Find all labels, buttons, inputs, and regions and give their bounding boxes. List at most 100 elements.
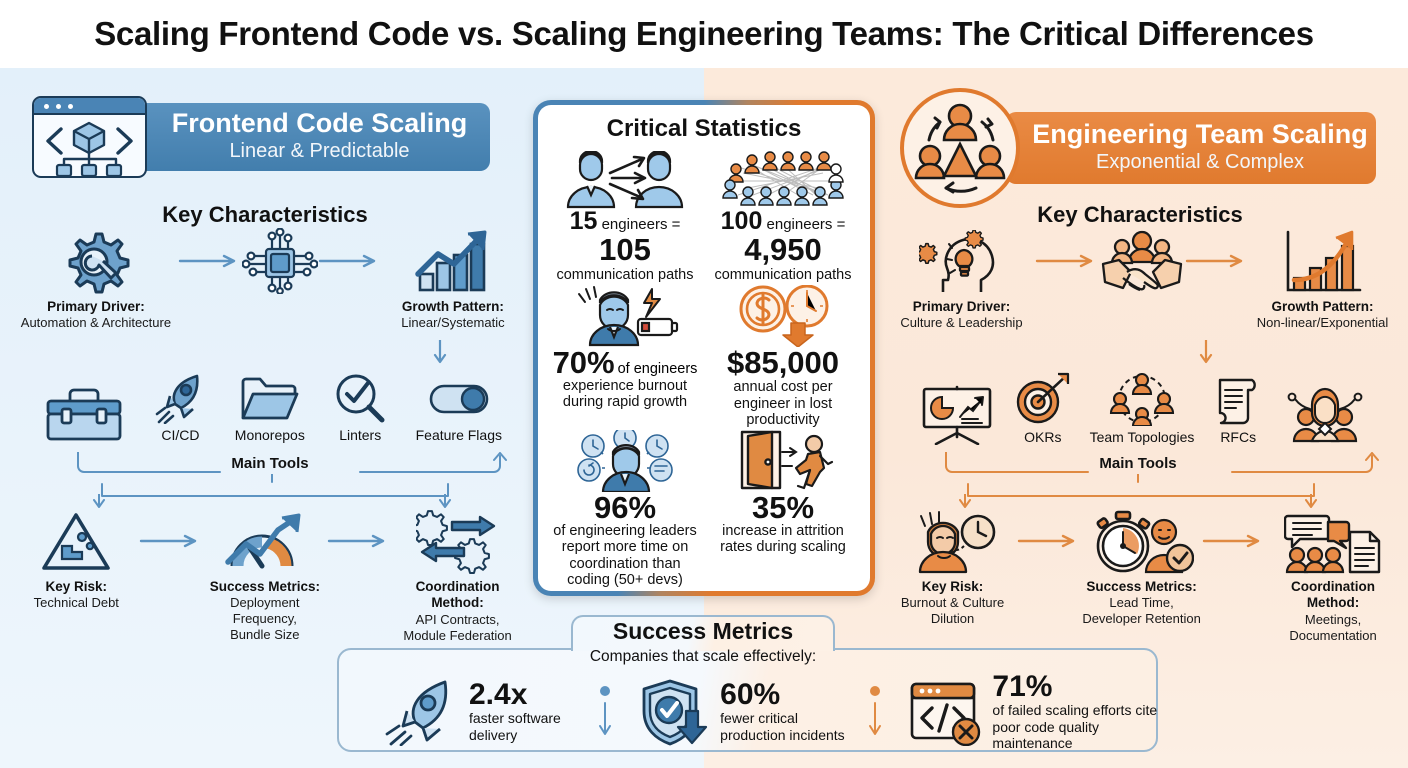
magnifier-check-icon — [332, 372, 388, 424]
right-tool-rfcs: RFCs — [1212, 372, 1264, 445]
rocket-icon — [383, 678, 461, 746]
left-connector-down — [433, 340, 447, 364]
left-panel-header: Frontend Code Scaling Linear & Predictab… — [32, 96, 490, 178]
left-tool-label: Linters — [339, 427, 382, 443]
left-tools-row: CI/CD Monorepos Linters — [42, 372, 502, 443]
left-tool-monorepos: Monorepos — [235, 372, 305, 443]
handshake-team-icon — [1097, 228, 1187, 294]
toolbox-icon — [42, 383, 126, 443]
left-panel-subtitle: Linear & Predictable — [229, 139, 410, 162]
success-metric-separator-blue — [598, 683, 612, 741]
bar-chart-arrow-icon — [410, 228, 496, 294]
stat-head-text: engineers = — [601, 216, 681, 233]
right-outcome-success-metrics: Success Metrics: Lead Time, Developer Re… — [1081, 508, 1202, 627]
warning-triangle-icon — [40, 508, 112, 574]
left-tool-toolbox — [42, 383, 126, 443]
head-lightbulb-gears-icon — [918, 228, 1005, 294]
right-outcome-value: Lead Time, Developer Retention — [1082, 595, 1201, 627]
success-metric-separator-orange — [868, 683, 882, 741]
left-key-characteristics-heading: Key Characteristics — [162, 202, 368, 227]
stat-item: 15 engineers = 105 communication paths — [546, 147, 704, 285]
right-characteristic-value: Culture & Leadership — [900, 315, 1023, 331]
left-outcome-connector — [101, 474, 449, 497]
stat-inline-block: 70% of engineers — [553, 347, 698, 378]
right-panel-title: Engineering Team Scaling — [1032, 119, 1368, 150]
target-dart-icon — [1014, 372, 1072, 426]
arrow-right-icon — [318, 228, 382, 294]
critical-statistics-title: Critical Statistics — [606, 115, 802, 142]
stat-description: of engineering leaders report more time … — [553, 523, 697, 588]
right-characteristic-middle — [1099, 228, 1185, 294]
left-tool-label: CI/CD — [161, 427, 200, 443]
success-metric-number: 2.4x — [469, 678, 528, 712]
left-tool-feature-flags[interactable]: Feature Flags — [416, 374, 502, 443]
exit-door-icon — [728, 430, 838, 492]
left-outcome-value: Deployment Frequency, Bundle Size — [230, 595, 300, 642]
left-characteristic-growth-pattern: Growth Pattern: Linear/Systematic — [382, 228, 524, 331]
stat-item: 35% increase in attrition rates during s… — [704, 430, 862, 590]
right-outcome-label: Coordination Method: — [1291, 579, 1376, 611]
right-characteristic-growth-pattern: Growth Pattern: Non-linear/Exponential — [1249, 228, 1396, 331]
stat-big-number: 35% — [751, 490, 815, 526]
stat-item: 70% of engineers experience burnout duri… — [546, 285, 704, 430]
right-arrow-down-icon — [959, 494, 971, 508]
many-people-network-icon — [708, 147, 858, 209]
right-tool-okrs: OKRs — [1014, 372, 1072, 445]
gear-wrench-icon — [58, 228, 134, 294]
stat-head-number: 15 — [569, 207, 598, 235]
right-outcome-coordination-method: Coordination Method: Meetings, Documenta… — [1266, 508, 1400, 643]
meeting-overload-icon — [563, 430, 687, 493]
stat-item: 100 engineers = 4,950 communication path… — [704, 147, 862, 285]
success-metrics-title: Success Metrics — [612, 618, 794, 644]
stat-inline-text: of engineers — [617, 360, 698, 377]
stopwatch-person-icon — [1090, 508, 1194, 574]
left-tool-cicd: CI/CD — [153, 372, 207, 443]
left-characteristic-primary-driver: Primary Driver: Automation & Architectur… — [14, 228, 178, 331]
page-title: Scaling Frontend Code vs. Scaling Engine… — [94, 15, 1314, 52]
success-metric-number: 71% — [992, 670, 1053, 704]
left-tool-label: Feature Flags — [415, 427, 502, 443]
right-outcome-key-risk: Key Risk: Burnout & Culture Dilution — [888, 508, 1017, 627]
right-tool-leader — [1282, 383, 1368, 445]
left-characteristic-middle — [241, 228, 318, 294]
speedometer-chart-icon — [216, 508, 314, 574]
two-people-arrows-icon — [560, 147, 690, 209]
left-panel-title: Frontend Code Scaling — [171, 108, 468, 139]
left-characteristic-label: Primary Driver: — [47, 299, 145, 314]
right-characteristics-row: Primary Driver: Culture & Leadership — [888, 228, 1396, 331]
presentation-board-icon — [918, 383, 996, 445]
right-main-tools-bracket — [945, 452, 1379, 473]
stat-item: $85,000 annual cost per engineer in lost… — [704, 284, 862, 430]
left-characteristic-label: Growth Pattern: — [401, 299, 504, 314]
left-outcomes-row: Key Risk: Technical Debt Success Metrics… — [14, 508, 524, 643]
right-panel-header: Engineering Team Scaling Exponential & C… — [900, 88, 1376, 208]
success-metric-item: 71% of failed scaling efforts cite poor … — [908, 672, 1158, 752]
stat-description: experience burnout during rapid growth — [562, 377, 688, 411]
right-outcome-label: Key Risk: — [921, 579, 984, 594]
right-tool-label: OKRs — [1024, 429, 1062, 445]
stat-big-number: 4,950 — [744, 232, 822, 267]
arrow-right-icon — [1202, 508, 1266, 574]
document-scroll-icon — [1212, 372, 1264, 426]
stat-big-number: $85,000 — [726, 344, 840, 380]
meeting-docs-icon — [1284, 508, 1382, 574]
stat-big-number: 105 — [599, 232, 651, 267]
right-arrow-down-icon — [1305, 494, 1317, 508]
right-outcomes-row: Key Risk: Burnout & Culture Dilution — [888, 508, 1400, 643]
arrow-right-icon — [178, 228, 242, 294]
arrow-right-icon — [1017, 508, 1081, 574]
success-metric-text: faster software delivery — [469, 710, 561, 743]
stat-head-number: 100 — [720, 207, 763, 235]
page-title-bar: Scaling Frontend Code vs. Scaling Engine… — [0, 0, 1408, 68]
code-window-icon — [32, 96, 147, 178]
burnout-battery-icon — [566, 285, 684, 347]
right-tool-presentation — [918, 383, 996, 445]
microchip-icon — [241, 228, 318, 294]
dollar-clock-icon — [723, 284, 843, 347]
success-metrics-tab — [571, 615, 835, 651]
toggle-switch-icon[interactable] — [427, 374, 491, 424]
left-characteristic-value: Automation & Architecture — [20, 315, 172, 331]
burnout-clock-icon — [906, 508, 1000, 574]
arrow-right-icon — [327, 508, 391, 574]
left-tool-linters: Linters — [332, 372, 388, 443]
